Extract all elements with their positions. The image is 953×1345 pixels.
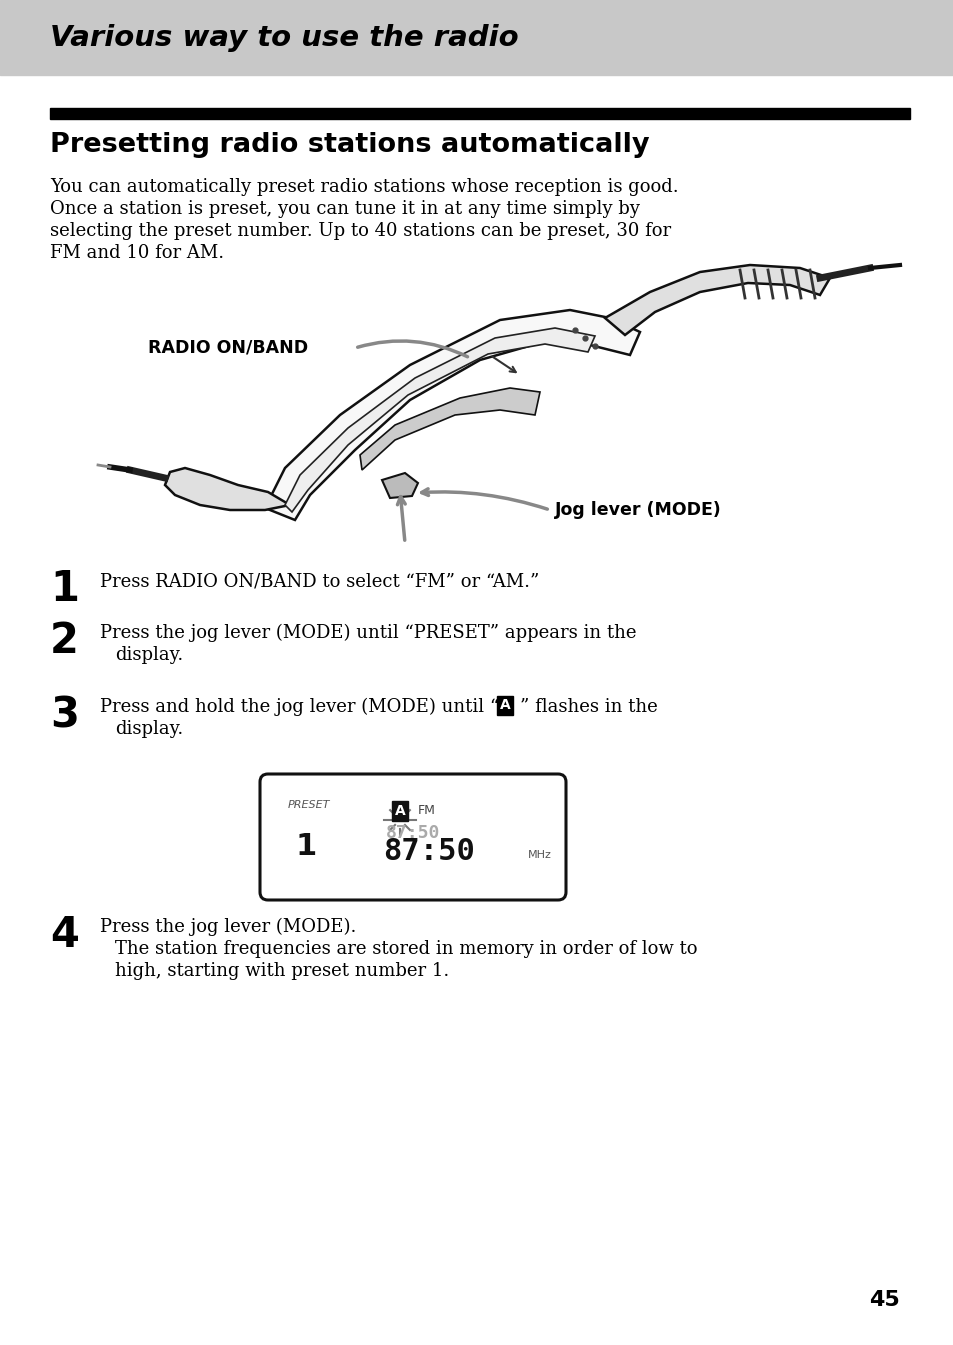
Text: Once a station is preset, you can tune it in at any time simply by: Once a station is preset, you can tune i… [50, 200, 639, 218]
Bar [50, 108, 909, 118]
Text: 3: 3 [50, 694, 79, 736]
Polygon shape [359, 387, 539, 469]
Text: Press and hold the jog lever (MODE) until “: Press and hold the jog lever (MODE) unti… [100, 698, 498, 717]
Text: The station frequencies are stored in memory in order of low to: The station frequencies are stored in me… [115, 940, 697, 958]
Text: 1: 1 [295, 833, 317, 861]
Text: RADIO ON/BAND: RADIO ON/BAND [148, 339, 308, 356]
Polygon shape [165, 468, 290, 510]
Text: You can automatically preset radio stations whose reception is good.: You can automatically preset radio stati… [50, 178, 678, 196]
Polygon shape [285, 328, 595, 512]
Text: MHz: MHz [527, 850, 551, 859]
Text: 87:50: 87:50 [382, 837, 475, 866]
Text: A: A [395, 804, 405, 818]
Text: Presetting radio stations automatically: Presetting radio stations automatically [50, 132, 649, 157]
Polygon shape [604, 265, 829, 335]
Text: Various way to use the radio: Various way to use the radio [50, 24, 518, 52]
Text: Jog lever (MODE): Jog lever (MODE) [555, 500, 721, 519]
Text: selecting the preset number. Up to 40 stations can be preset, 30 for: selecting the preset number. Up to 40 st… [50, 222, 670, 239]
Polygon shape [265, 309, 639, 521]
Bar [0, 0, 953, 75]
Polygon shape [381, 473, 417, 498]
Text: Press the jog lever (MODE) until “PRESET” appears in the: Press the jog lever (MODE) until “PRESET… [100, 624, 636, 643]
Text: Press RADIO ON/BAND to select “FM” or “AM.”: Press RADIO ON/BAND to select “FM” or “A… [100, 572, 538, 590]
Text: high, starting with preset number 1.: high, starting with preset number 1. [115, 962, 449, 981]
Text: ” flashes in the: ” flashes in the [519, 698, 657, 716]
Text: 4: 4 [50, 915, 79, 956]
Text: 45: 45 [868, 1290, 899, 1310]
Text: 2: 2 [50, 620, 79, 662]
Text: display.: display. [115, 720, 183, 738]
Text: 1: 1 [50, 568, 79, 611]
Text: A: A [499, 698, 510, 712]
Text: FM: FM [417, 804, 436, 816]
Text: Press the jog lever (MODE).: Press the jog lever (MODE). [100, 919, 356, 936]
Text: display.: display. [115, 646, 183, 664]
FancyBboxPatch shape [260, 773, 565, 900]
Text: 87:50: 87:50 [386, 824, 440, 842]
Text: FM and 10 for AM.: FM and 10 for AM. [50, 243, 224, 262]
Text: PRESET: PRESET [288, 800, 330, 810]
